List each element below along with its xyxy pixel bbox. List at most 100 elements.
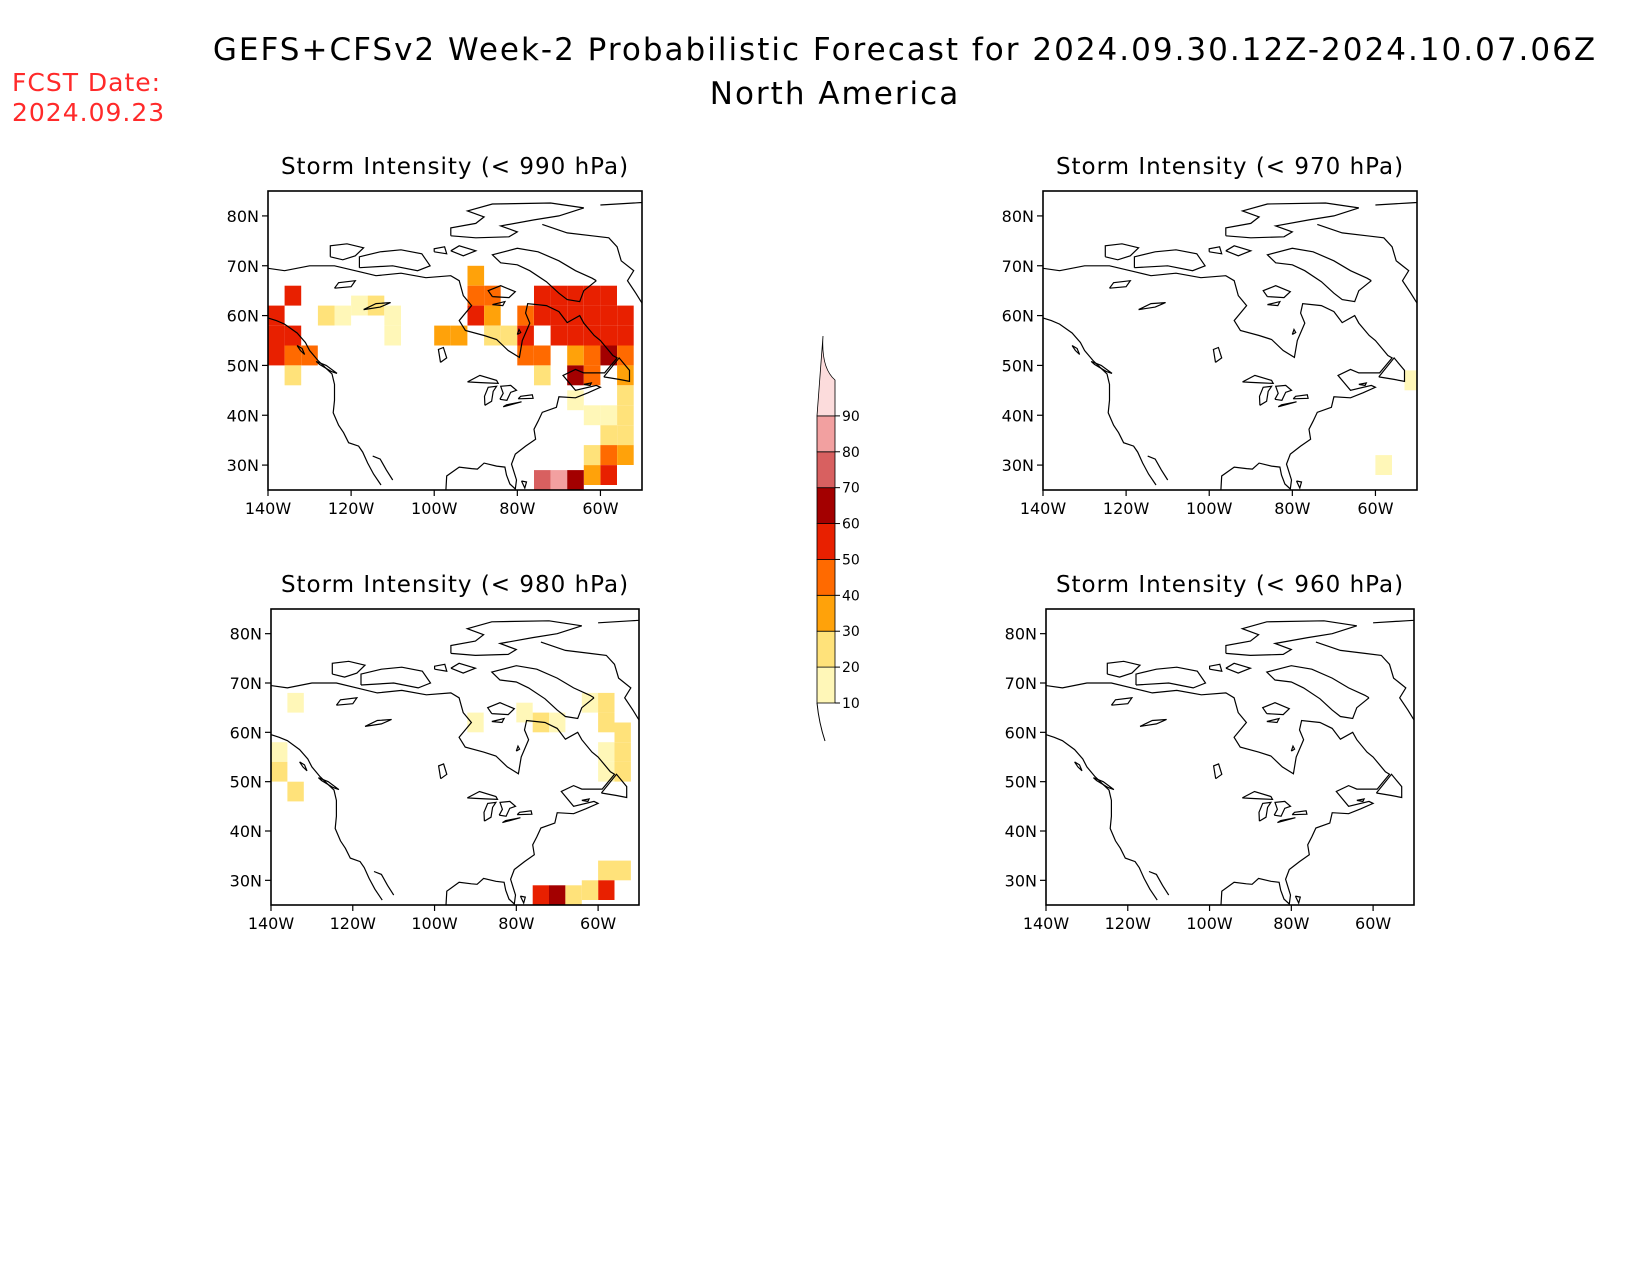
probability-cell (467, 305, 485, 326)
coastline (1043, 265, 1394, 490)
lon-tick-label: 60W (1357, 499, 1393, 518)
colorbar: 10 20 30 40 50 60 70 80 90 (816, 335, 860, 742)
lon-tick-label: 80W (499, 499, 535, 518)
colorbar-label: 90 (842, 409, 860, 425)
probability-cell (614, 761, 631, 782)
coastline (1106, 660, 1142, 678)
coastline (363, 302, 391, 311)
panel-3: Storm Intensity (< 980 hPa) 140W 120W 100W 8… (230, 572, 640, 933)
lon-tick-label: 100W (411, 499, 458, 518)
coastline (329, 243, 365, 261)
lat-tick-label: 40N (1002, 406, 1034, 425)
probability-cell (284, 285, 302, 306)
coastline (486, 702, 516, 716)
probability-cell (517, 305, 534, 326)
coastline (331, 660, 367, 678)
probability-cell (614, 722, 631, 743)
lat-tick-label: 40N (230, 822, 262, 841)
coastline (1225, 662, 1253, 674)
lon-tick-label: 140W (245, 499, 292, 518)
colorbar-tail (816, 702, 826, 742)
coastline (1139, 718, 1167, 727)
main-title: GEFS+CFSv2 Week-2 Probabilistic Forecast… (212, 32, 1598, 68)
colorbar-label: 20 (842, 660, 860, 676)
colorbar-label: 50 (842, 552, 860, 568)
coastline (1317, 223, 1417, 304)
probability-cell (567, 345, 584, 366)
probability-shading (1375, 370, 1417, 475)
coastline (1373, 619, 1414, 624)
probability-cell (517, 325, 534, 346)
colorbar-segment (816, 630, 836, 668)
probability-cell (271, 761, 288, 782)
lat-tick-label: 80N (230, 625, 262, 644)
colorbar-label: 70 (842, 481, 860, 497)
lat-tick-label: 50N (1005, 773, 1037, 792)
panel-title: Storm Intensity (< 990 hPa) (281, 154, 629, 180)
coastline (334, 279, 357, 289)
probability-cell (617, 405, 634, 426)
probability-cell (583, 345, 601, 366)
lon-tick-label: 140W (1023, 914, 1070, 933)
probability-cell (534, 470, 551, 490)
lon-tick-label: 120W (330, 914, 377, 933)
probability-cell (434, 325, 451, 346)
probability-cell (550, 470, 568, 490)
coastline (1294, 895, 1302, 905)
lat-tick-label: 70N (230, 674, 262, 693)
probability-cell (614, 742, 631, 762)
coastline (1273, 800, 1292, 817)
coastline (520, 480, 528, 490)
probability-shading (271, 692, 631, 905)
coastline (1074, 761, 1083, 772)
coastlines (1043, 201, 1417, 490)
coastlines (1046, 619, 1414, 905)
probability-shading (268, 265, 634, 490)
coastline (1375, 773, 1403, 799)
probability-cell (567, 390, 584, 411)
coastline (364, 718, 392, 727)
coastline (483, 801, 498, 822)
coastline (467, 374, 500, 385)
coastline (502, 401, 522, 408)
coastline (271, 682, 616, 905)
coastline (1266, 247, 1372, 303)
lat-tick-label: 60N (227, 307, 259, 326)
coastline (433, 246, 448, 255)
coastline (437, 346, 448, 363)
panel-title: Storm Intensity (< 970 hPa) (1056, 154, 1404, 180)
colorbar-segment (816, 335, 836, 417)
lat-tick-label: 50N (227, 356, 259, 375)
coastline (1046, 734, 1158, 901)
probability-cell (384, 305, 401, 326)
coastline (1092, 777, 1115, 791)
probability-cell (614, 860, 631, 881)
coastline (1046, 682, 1391, 905)
coastline (1267, 300, 1282, 307)
coastline (491, 717, 506, 724)
colorbar-label: 60 (842, 517, 860, 533)
coastline (317, 777, 340, 791)
region-subtitle: North America (709, 76, 961, 112)
probability-cell (598, 880, 615, 900)
probability-cell (600, 285, 617, 306)
probability-cell (600, 445, 617, 465)
lat-tick-label: 70N (227, 257, 259, 276)
probability-cell (583, 285, 601, 306)
probability-cell (583, 365, 601, 386)
map-frame (267, 190, 643, 491)
probability-cell (617, 445, 634, 465)
map-frame (1045, 608, 1415, 906)
coastline (450, 245, 478, 257)
coastline (598, 619, 639, 624)
coastline (1104, 243, 1140, 261)
coastline (1148, 870, 1170, 896)
coastline (372, 455, 394, 481)
coastline (487, 285, 517, 299)
probability-cell (287, 781, 304, 802)
probability-cell (500, 325, 518, 346)
probability-cell (583, 465, 601, 485)
colorbar-label: 40 (842, 588, 860, 604)
lon-tick-label: 100W (411, 914, 458, 933)
